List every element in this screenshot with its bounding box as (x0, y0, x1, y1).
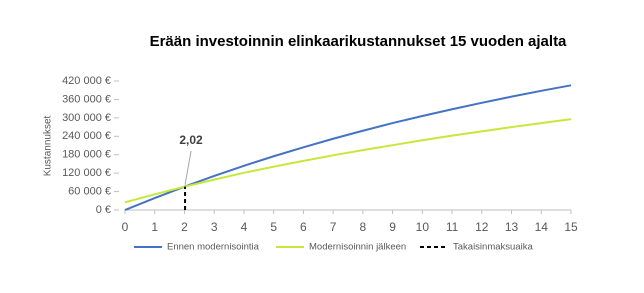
y-tick-label: 240 000 € (62, 130, 111, 142)
x-tick-label: 3 (211, 220, 218, 234)
x-tick-label: 9 (389, 220, 396, 234)
chart-title: Erään investoinnin elinkaarikustannukset… (150, 33, 567, 50)
x-tick-label: 11 (446, 220, 459, 234)
legend-label: Modernisoinnin jälkeen (309, 242, 406, 253)
x-tick-label: 6 (300, 220, 307, 234)
x-tick-label: 0 (122, 220, 129, 234)
y-tick-label: 120 000 € (62, 167, 111, 179)
annotation: 2,02 (179, 133, 203, 147)
x-tick-label: 2 (181, 220, 188, 234)
x-tick-label: 7 (330, 220, 337, 234)
y-tick-label: 60 000 € (68, 185, 111, 197)
x-tick-label: 8 (360, 220, 367, 234)
x-tick-label: 1 (151, 220, 158, 234)
annotation-leader (184, 150, 192, 185)
y-axis-label: Kustannukset (43, 115, 54, 176)
x-tick-label: 14 (535, 220, 549, 234)
legend-label: Takaisinmaksuaika (453, 242, 533, 253)
y-tick-label: 300 000 € (62, 112, 111, 124)
x-tick-label: 4 (241, 220, 248, 234)
x-tick-label: 15 (564, 220, 578, 234)
y-tick-label: 420 000 € (62, 75, 111, 87)
x-tick-label: 10 (416, 220, 430, 234)
x-tick-label: 5 (270, 220, 277, 234)
x-tick-label: 13 (505, 220, 519, 234)
line-series (124, 84, 572, 211)
legend-label: Ennen modernisointia (167, 242, 260, 253)
line-series (124, 118, 572, 204)
x-tick-label: 12 (475, 220, 489, 234)
y-tick-label: 180 000 € (62, 149, 111, 161)
y-tick-label: 360 000 € (62, 93, 111, 105)
y-tick-label: 0 € (96, 204, 111, 216)
